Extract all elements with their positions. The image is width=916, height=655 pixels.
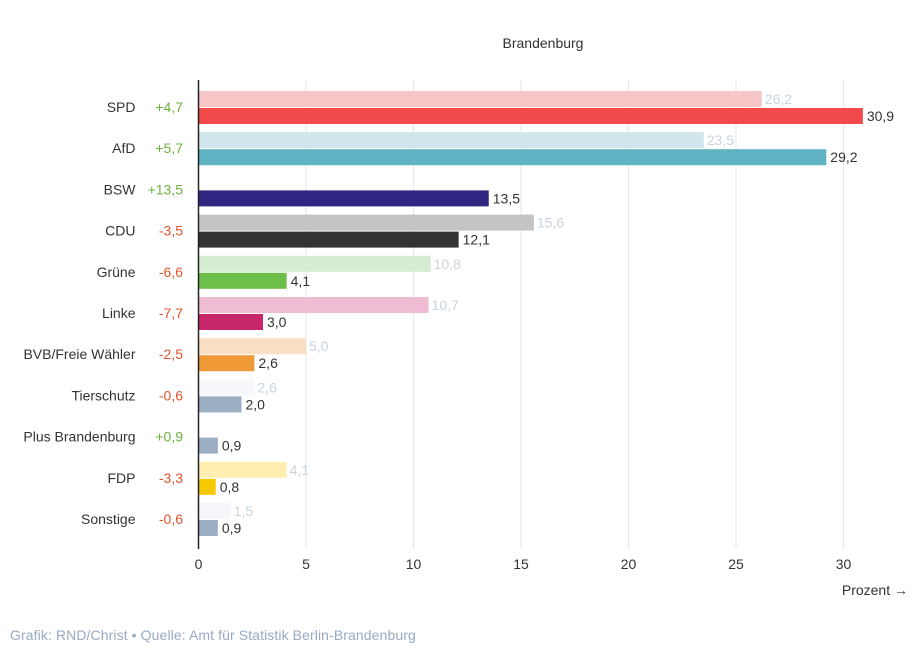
category-label: AfD xyxy=(112,140,135,156)
x-tick-label: 30 xyxy=(836,556,852,572)
x-tick-label: 0 xyxy=(195,556,203,572)
bar-previous xyxy=(198,91,762,107)
category-label: CDU xyxy=(105,223,135,239)
chart-title: Brandenburg xyxy=(503,35,584,51)
bar-current xyxy=(198,396,242,413)
x-axis-label: Prozent → xyxy=(842,582,908,598)
change-label: -0,6 xyxy=(159,511,183,527)
bar-current-label: 0,9 xyxy=(222,438,242,454)
change-label: -3,5 xyxy=(159,223,183,239)
change-label: +4,7 xyxy=(155,99,183,115)
bar-current-label: 0,9 xyxy=(222,520,242,536)
bar-previous xyxy=(198,379,255,396)
change-label: +0,9 xyxy=(155,429,183,445)
category-label: Plus Brandenburg xyxy=(23,429,135,445)
bar-previous xyxy=(198,461,287,478)
change-label: -6,6 xyxy=(159,264,183,280)
bar-current-label: 30,9 xyxy=(867,108,894,124)
bar-current-label: 13,5 xyxy=(493,190,520,206)
bar-previous xyxy=(198,338,306,355)
category-label: FDP xyxy=(108,470,136,486)
bar-previous-label: 1,5 xyxy=(234,503,254,519)
bar-current-label: 29,2 xyxy=(830,149,857,165)
bar-previous xyxy=(198,503,231,519)
x-tick-label: 20 xyxy=(621,556,637,572)
change-label: -3,3 xyxy=(159,470,183,486)
change-label: +5,7 xyxy=(155,140,183,156)
category-label: Grüne xyxy=(97,264,136,280)
bar-current-label: 0,8 xyxy=(220,479,240,495)
bar-previous-label: 2,6 xyxy=(257,379,277,395)
category-label: BVB/Freie Wähler xyxy=(23,346,135,362)
bar-previous-label: 23,5 xyxy=(707,132,734,148)
category-label: Sonstige xyxy=(81,511,136,527)
x-tick-label: 15 xyxy=(513,556,529,572)
x-tick-label: 10 xyxy=(406,556,422,572)
bar-previous xyxy=(198,255,431,272)
bar-current xyxy=(198,314,263,330)
category-label: Tierschutz xyxy=(71,387,135,403)
bar-current xyxy=(198,355,255,372)
bar-current-label: 2,6 xyxy=(258,355,278,371)
bar-previous-label: 4,1 xyxy=(290,462,310,478)
bar-current xyxy=(198,149,827,166)
bar-current-label: 12,1 xyxy=(463,232,490,248)
change-label: -0,6 xyxy=(159,387,183,403)
x-tick-label: 5 xyxy=(302,556,310,572)
bar-current xyxy=(198,478,216,495)
bar-previous xyxy=(198,214,534,231)
bar-previous-label: 26,2 xyxy=(765,91,792,107)
bar-previous-label: 15,6 xyxy=(537,215,564,231)
source-footer: Grafik: RND/Christ • Quelle: Amt für Sta… xyxy=(10,627,416,643)
bar-current xyxy=(198,231,459,248)
change-label: -7,7 xyxy=(159,305,183,321)
bar-current-label: 2,0 xyxy=(246,396,266,412)
category-label: BSW xyxy=(104,181,137,197)
bar-previous-label: 5,0 xyxy=(309,338,329,354)
bar-current xyxy=(198,437,218,454)
bar-current xyxy=(198,108,863,124)
bar-current xyxy=(198,520,218,536)
x-tick-label: 25 xyxy=(728,556,744,572)
change-label: -2,5 xyxy=(159,346,183,362)
change-label: +13,5 xyxy=(148,181,184,197)
bar-previous-label: 10,7 xyxy=(432,297,459,313)
category-label: SPD xyxy=(107,99,136,115)
bar-current-label: 3,0 xyxy=(267,314,287,330)
bar-current xyxy=(198,272,287,289)
bar-previous-label: 10,8 xyxy=(434,256,461,272)
bar-previous xyxy=(198,297,429,313)
bar-previous xyxy=(198,132,704,149)
bar-current-label: 4,1 xyxy=(291,273,311,289)
bar-current xyxy=(198,190,489,207)
category-label: Linke xyxy=(102,305,136,321)
